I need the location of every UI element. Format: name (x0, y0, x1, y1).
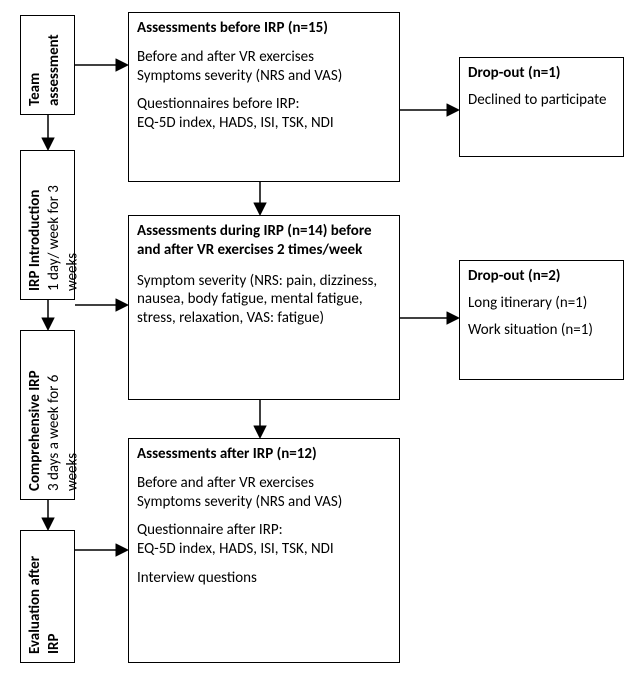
phase-title: IRP Introduction (26, 159, 45, 291)
arrow-during-to-after (250, 400, 270, 438)
arrow-team-to-before (75, 55, 128, 75)
box-title: Drop-out (n=1) (468, 64, 615, 83)
dropout-2: Drop-out (n=2) Long itinerary (n=1) Work… (459, 260, 624, 380)
arrow-comp-to-during (75, 295, 128, 315)
assessments-after-irp: Assessments after IRP (n=12) Before and … (128, 438, 400, 663)
assessments-before-irp: Assessments before IRP (n=15) Before and… (128, 12, 400, 182)
assessments-during-irp: Assessments during IRP (n=14) before and… (128, 215, 400, 400)
arrow-intro-to-comp (38, 300, 58, 330)
text-line: EQ-5D index, HADS, ISI, TSK, NDI (137, 114, 391, 133)
phase-title: Evaluation after IRP (26, 539, 64, 654)
text-line: Work situation (n=1) (468, 321, 615, 340)
phase-irp-introduction: IRP Introduction 1 day/ week for 3 weeks (20, 150, 75, 300)
text-line: Symptoms severity (NRS and VAS) (137, 493, 391, 512)
arrow-eval-to-after (75, 540, 128, 560)
phase-comprehensive-irp: Comprehensive IRP 3 days a week for 6 we… (20, 330, 75, 500)
text-line: Long itinerary (n=1) (468, 294, 615, 313)
text-line: Interview questions (137, 569, 391, 588)
text-line: Before and after VR exercises (137, 48, 391, 67)
box-title: Assessments before IRP (n=15) (137, 19, 391, 38)
arrow-before-to-drop1 (400, 100, 459, 120)
arrow-team-to-intro (38, 115, 58, 150)
text-line: Questionnaire after IRP: (137, 521, 391, 540)
phase-title: Comprehensive IRP (26, 339, 45, 491)
text-line: EQ-5D index, HADS, ISI, TSK, NDI (137, 540, 391, 559)
arrow-during-to-drop2 (400, 308, 459, 328)
box-title: Drop-out (n=2) (468, 267, 615, 286)
box-title: Assessments during IRP (n=14) before and… (137, 222, 391, 260)
text-line: Symptoms severity (NRS and VAS) (137, 67, 391, 86)
phase-team-assessment: Team assessment (20, 15, 75, 115)
text-body: Symptom severity (NRS: pain, dizziness, … (137, 272, 391, 328)
phase-sub: 3 days a week for 6 weeks (45, 339, 83, 491)
text-line: Questionnaires before IRP: (137, 95, 391, 114)
phase-evaluation-after-irp: Evaluation after IRP (20, 530, 75, 663)
phase-title: Team assessment (26, 24, 64, 106)
arrow-comp-to-eval (38, 500, 58, 530)
phase-sub: 1 day/ week for 3 weeks (45, 159, 83, 291)
arrow-before-to-during (250, 182, 270, 215)
text-body: Declined to participate (468, 91, 615, 110)
box-title: Assessments after IRP (n=12) (137, 445, 391, 464)
dropout-1: Drop-out (n=1) Declined to participate (459, 57, 624, 157)
text-line: Before and after VR exercises (137, 474, 391, 493)
